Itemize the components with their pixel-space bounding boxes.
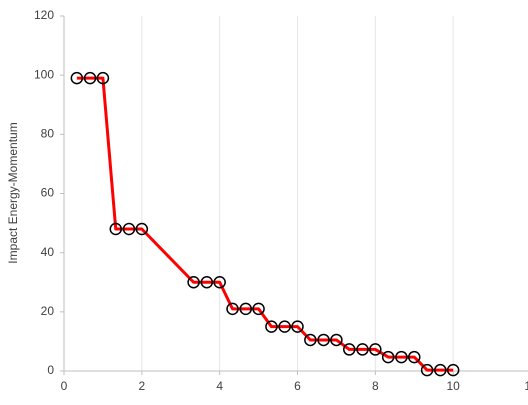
series-line	[76, 76, 454, 372]
marker	[109, 222, 123, 236]
marker	[304, 333, 317, 347]
marker	[96, 71, 110, 85]
marker	[330, 333, 343, 347]
marker	[434, 363, 447, 377]
marker	[252, 302, 265, 316]
marker	[291, 320, 304, 333]
marker	[408, 350, 421, 364]
marker	[317, 333, 330, 347]
marker	[226, 302, 239, 316]
marker	[446, 363, 460, 377]
marker	[265, 320, 278, 333]
y-tick-label: 80	[41, 127, 55, 141]
y-tick-label: 100	[34, 67, 54, 81]
x-tick-label: 0	[61, 379, 68, 393]
x-tick-label: 2	[138, 379, 145, 393]
marker	[83, 71, 97, 85]
y-tick-label: 0	[47, 363, 54, 377]
marker	[213, 276, 226, 289]
marker	[70, 71, 84, 85]
marker	[369, 343, 382, 356]
y-tick-label: 60	[41, 186, 55, 200]
marker	[343, 343, 356, 356]
x-tick-label: 8	[372, 379, 379, 393]
y-tick-label: 120	[34, 8, 54, 22]
x-tick-label: 10	[446, 379, 460, 393]
y-tick-label: 40	[41, 245, 55, 259]
marker	[239, 302, 252, 316]
x-tick-label: 6	[294, 379, 301, 393]
marker	[356, 343, 369, 356]
marker	[395, 350, 408, 364]
x-tick-label: 12	[524, 379, 528, 393]
x-tick-label: 4	[216, 379, 223, 393]
marker	[200, 276, 214, 289]
marker	[135, 222, 149, 236]
y-axis-label: Impact Energy-Momentum	[6, 122, 20, 263]
marker	[381, 350, 395, 364]
marker	[122, 222, 136, 236]
marker	[187, 276, 200, 289]
marker	[278, 320, 291, 333]
marker	[420, 363, 434, 377]
y-tick-label: 20	[41, 304, 55, 318]
